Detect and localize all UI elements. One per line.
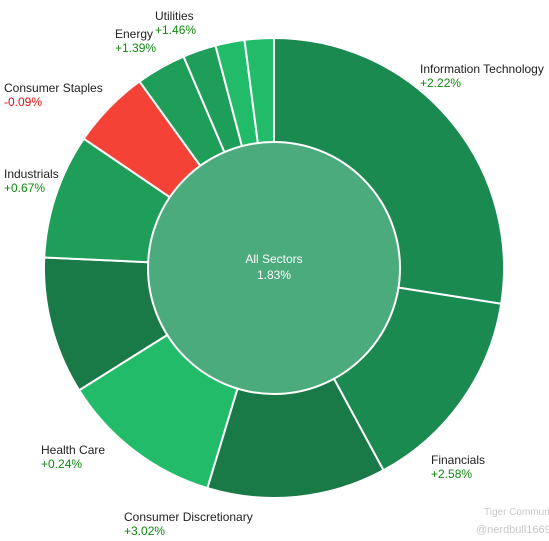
label-industrials[interactable]: Industrials +0.67% [4, 167, 59, 195]
label-change: +0.24% [41, 457, 83, 471]
label-name: Financials [431, 453, 486, 467]
label-name: Health Care [41, 443, 106, 457]
center-title: All Sectors [245, 252, 303, 266]
label-name: Industrials [4, 167, 59, 181]
watermark-brand: Tiger Community [484, 507, 549, 518]
label-change: +3.02% [124, 524, 166, 538]
label-change: +1.46% [155, 23, 197, 37]
label-change: +1.39% [115, 41, 157, 55]
label-name: Consumer Staples [4, 81, 103, 95]
label-information-technology[interactable]: Information Technology +2.22% [420, 62, 544, 90]
label-name: Energy [115, 27, 154, 41]
center-all-sectors[interactable] [147, 141, 401, 395]
label-name: Utilities [155, 9, 194, 23]
label-change: +2.58% [431, 467, 473, 481]
label-financials[interactable]: Financials +2.58% [431, 453, 485, 481]
label-change: +2.22% [420, 76, 462, 90]
center-value: 1.83% [256, 268, 292, 282]
label-name: Consumer Discretionary [124, 510, 253, 524]
label-change: -0.09% [4, 95, 43, 109]
label-name: Information Technology [420, 62, 544, 76]
watermark-handle: @nerdbull1669 [476, 524, 549, 536]
label-energy[interactable]: Energy +1.39% [115, 27, 156, 55]
label-consumer-discretionary[interactable]: Consumer Discretionary +3.02% [124, 510, 253, 538]
label-utilities[interactable]: Utilities +1.46% [155, 9, 196, 37]
label-consumer-staples[interactable]: Consumer Staples -0.09% [4, 81, 103, 109]
label-change: +0.67% [4, 181, 46, 195]
label-health-care[interactable]: Health Care +0.24% [41, 443, 105, 471]
